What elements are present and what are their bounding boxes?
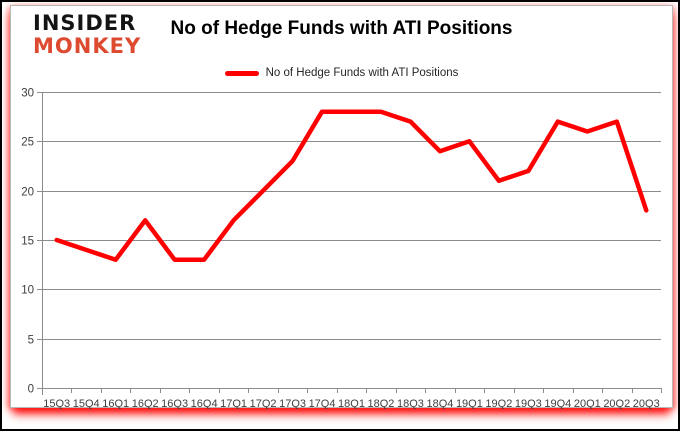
x-axis-label: 18Q4 xyxy=(426,398,453,409)
x-axis-label: 17Q1 xyxy=(220,398,247,409)
line-chart: 0 5 10 15 20 25 30 15Q3 15Q4 16Q1 16Q2 16Q3 16Q4 17Q1… xyxy=(21,88,662,409)
x-axis-label: 18Q3 xyxy=(397,398,424,409)
x-axis-label: 18Q2 xyxy=(368,398,395,409)
y-axis-label: 5 xyxy=(28,335,34,347)
x-axis-label: 20Q2 xyxy=(603,398,630,409)
logo-text-monkey: MONKEY xyxy=(33,34,142,58)
x-axis-label: 16Q4 xyxy=(191,398,218,409)
chart-title: No of Hedge Funds with ATI Positions xyxy=(170,18,513,39)
legend-line-swatch-icon xyxy=(224,70,259,76)
y-axis-label: 20 xyxy=(21,187,34,199)
chart-line xyxy=(54,109,649,262)
y-axis-label: 10 xyxy=(21,285,34,297)
chart-legend: No of Hedge Funds with ATI Positions xyxy=(11,67,672,79)
x-axis-label: 19Q1 xyxy=(456,398,483,409)
chart-panel: INSIDER MONKEY No of Hedge Funds with AT… xyxy=(10,5,673,409)
x-axis-label: 17Q3 xyxy=(279,398,306,409)
insider-monkey-logo: INSIDER MONKEY xyxy=(33,12,141,58)
x-axis-label: 20Q3 xyxy=(633,398,660,409)
y-axis-label: 0 xyxy=(28,384,34,396)
x-axis-label: 15Q3 xyxy=(43,398,70,409)
legend-label: No of Hedge Funds with ATI Positions xyxy=(265,67,459,79)
x-axis-label: 20Q1 xyxy=(574,398,601,409)
x-axis-label: 16Q3 xyxy=(161,398,188,409)
x-axis-label: 17Q2 xyxy=(250,398,277,409)
x-axis-label: 19Q3 xyxy=(515,398,542,409)
x-axis-label: 17Q4 xyxy=(309,398,336,409)
y-axis-label: 15 xyxy=(21,236,34,248)
x-axis-label: 15Q4 xyxy=(73,398,100,409)
x-axis-label: 16Q1 xyxy=(102,398,129,409)
y-axis-label: 30 xyxy=(21,88,34,100)
x-axis-label: 19Q4 xyxy=(544,398,571,409)
x-axis-label: 16Q2 xyxy=(132,398,159,409)
x-axis-label: 18Q1 xyxy=(338,398,365,409)
logo-text-insider: INSIDER xyxy=(33,11,137,35)
x-axis-label: 19Q2 xyxy=(485,398,512,409)
y-axis-label: 25 xyxy=(21,137,34,149)
